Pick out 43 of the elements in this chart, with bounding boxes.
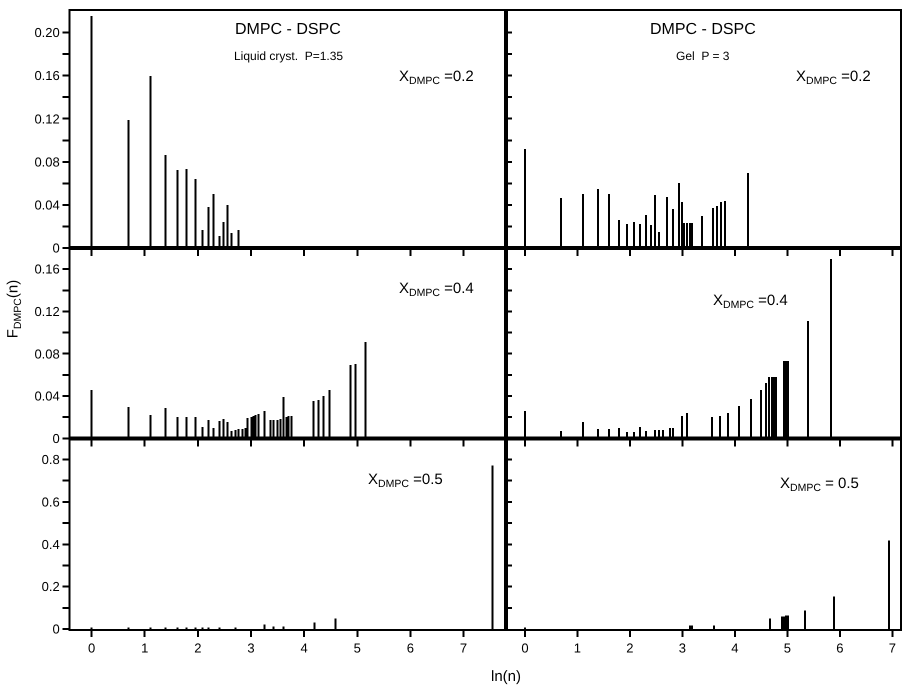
- y-tick-label: 0.08: [34, 346, 60, 362]
- y-tick-label: 0: [52, 430, 60, 446]
- x-tick-label: 6: [836, 640, 844, 656]
- text: DMPC - DSPC: [235, 21, 341, 38]
- x-tick-label: 2: [626, 640, 634, 656]
- annotation: X$_{DMPC}$ = 0.5: [780, 475, 859, 494]
- x-tick-label: 1: [141, 640, 148, 656]
- x-tick-label: 5: [354, 640, 361, 656]
- annotation: X$_{DMPC}$ =0.5: [368, 471, 443, 490]
- annotation: X$_{DMPC}$ =0.2: [399, 68, 474, 88]
- y-tick-label: 0.4: [42, 536, 60, 552]
- x-tick-label: 3: [247, 640, 255, 656]
- y-tick-label: 0.2: [42, 579, 60, 594]
- y-tick-label: 0: [52, 622, 60, 637]
- y-tick-label: 0.20: [34, 25, 60, 40]
- x-tick-label: 0: [88, 640, 96, 656]
- y-tick-label: 0.04: [34, 197, 60, 212]
- y-tick-label: 0.6: [42, 494, 60, 510]
- text: Liquid cryst. P=1.35: [234, 49, 344, 63]
- y-tick-label: 0.12: [34, 304, 60, 319]
- x-tick-label: 0: [521, 640, 529, 656]
- x-axis-title: ln(n): [491, 668, 522, 685]
- x-tick-label: 5: [784, 640, 791, 656]
- y-tick-label: 0.8: [42, 452, 60, 468]
- x-tick-label: 4: [300, 640, 308, 656]
- y-tick-label: 0.16: [34, 262, 60, 277]
- x-tick-label: 1: [574, 640, 582, 656]
- x-tick-label: 3: [678, 640, 686, 656]
- x-tick-label: 7: [888, 640, 896, 656]
- x-tick-label: 4: [731, 640, 738, 656]
- x-tick-label: 7: [460, 640, 468, 656]
- y-tick-label: 0.16: [34, 68, 60, 84]
- y-tick-label: 0.08: [34, 154, 60, 170]
- y-tick-label: 0.04: [34, 388, 60, 404]
- y-tick-label: 0.12: [34, 111, 60, 126]
- text: DMPC - DSPC: [650, 21, 756, 38]
- annotation: X$_{DMPC}$ =0.4: [399, 280, 474, 300]
- annotation: X$_{DMPC}$ =0.4: [713, 292, 788, 312]
- y-tick-label: 0: [52, 240, 60, 256]
- x-tick-label: 6: [406, 640, 414, 656]
- text: Gel P = 3: [676, 49, 730, 63]
- x-tick-label: 2: [194, 640, 202, 656]
- annotation: X$_{DMPC}$ =0.2: [796, 68, 871, 88]
